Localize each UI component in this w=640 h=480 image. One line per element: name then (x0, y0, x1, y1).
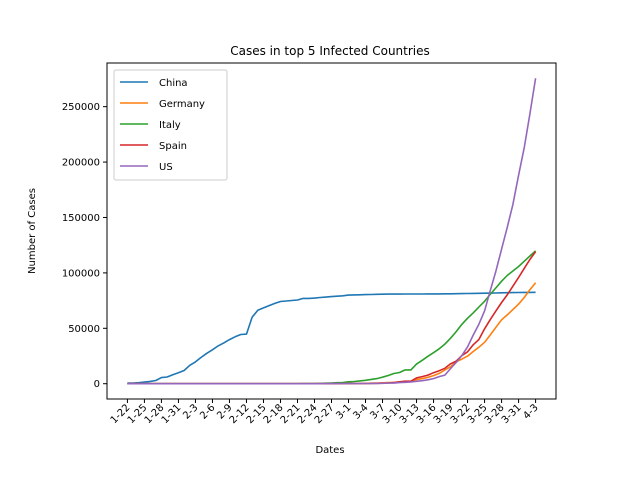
legend-label-spain: Spain (159, 141, 187, 152)
x-tick-label: 2-6 (198, 402, 217, 421)
x-tick-label: 2-27 (313, 402, 337, 426)
y-tick-label: 200000 (62, 158, 100, 169)
chart-title: Cases in top 5 Infected Countries (230, 44, 430, 58)
x-axis-title: Dates (315, 445, 344, 456)
legend-box (113, 69, 228, 181)
x-tick-label: 4-3 (521, 402, 540, 421)
x-axis: 1-221-251-281-312-32-62-92-122-152-182-2… (109, 399, 541, 426)
y-tick-label: 0 (94, 379, 100, 390)
legend-label-china: China (159, 78, 188, 89)
y-axis: 0 50000 100000 150000 200000 250000 (62, 102, 107, 390)
x-tick-label: 1-31 (160, 402, 184, 426)
legend-label-italy: Italy (159, 120, 181, 131)
series-line-spain (127, 251, 537, 385)
x-tick-label: 2-3 (181, 402, 200, 421)
legend-label-germany: Germany (159, 99, 205, 110)
x-tick-label: 3-4 (351, 402, 370, 421)
series-line-china (127, 291, 536, 384)
series-line-italy (127, 250, 537, 385)
series-line-us (127, 78, 537, 385)
legend: China Germany Italy Spain US (113, 69, 228, 181)
x-tick-label: 3-1 (334, 402, 353, 421)
y-tick-label: 50000 (68, 324, 100, 335)
y-tick-label: 250000 (62, 102, 100, 113)
series-lines (127, 78, 537, 385)
x-tick-label: 3-31 (500, 402, 524, 426)
legend-label-us: US (159, 162, 173, 173)
y-axis-title: Number of Cases (27, 188, 38, 274)
y-tick-label: 100000 (62, 268, 100, 279)
y-tick-label: 150000 (62, 213, 100, 224)
